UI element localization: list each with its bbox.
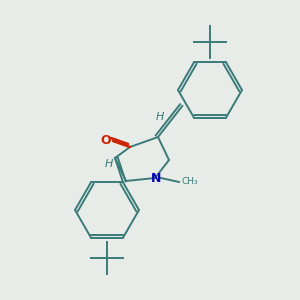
Text: CH₃: CH₃ bbox=[181, 178, 198, 187]
Text: H: H bbox=[105, 159, 113, 169]
Text: H: H bbox=[156, 112, 164, 122]
Text: N: N bbox=[151, 172, 161, 185]
Text: O: O bbox=[101, 134, 111, 146]
